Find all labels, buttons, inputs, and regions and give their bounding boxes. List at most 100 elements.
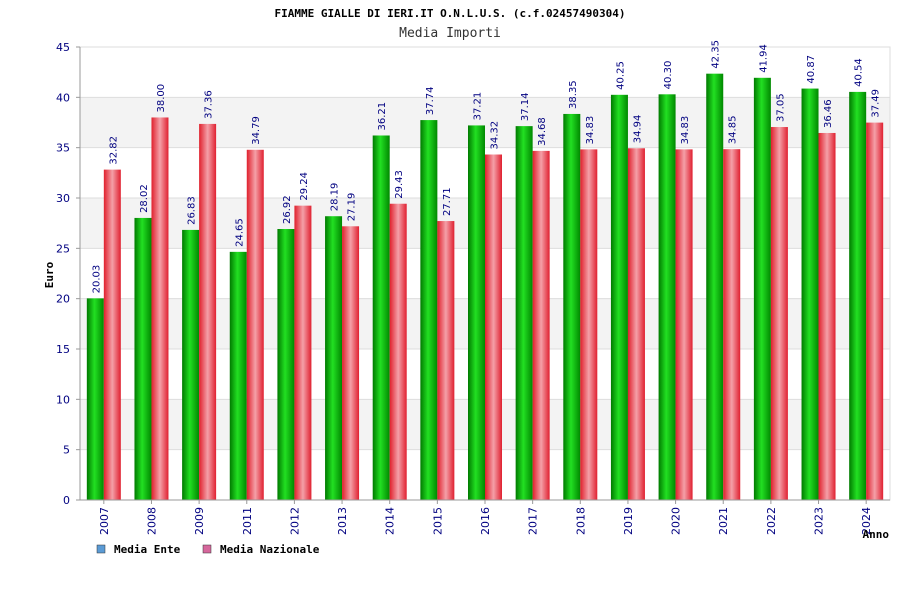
bar-media-nazionale-2007 [103, 169, 121, 500]
value-label-media-ente-2013: 28.19 [330, 183, 341, 212]
x-tick-label-2022: 2022 [765, 507, 778, 535]
bar-media-nazionale-2020 [675, 149, 693, 501]
value-label-media-nazionale-2023: 36.46 [823, 99, 834, 128]
value-label-media-ente-2008: 28.02 [139, 184, 150, 213]
value-label-media-ente-2017: 37.14 [520, 92, 531, 121]
bar-media-ente-2008 [134, 217, 152, 500]
bars [86, 73, 884, 501]
x-tick-label-2011: 2011 [241, 507, 254, 535]
bar-media-ente-2022 [753, 77, 771, 500]
y-tick-label: 5 [63, 444, 70, 457]
bar-media-nazionale-2011 [246, 149, 264, 500]
bar-media-ente-2018 [563, 113, 581, 501]
value-label-media-nazionale-2009: 37.36 [204, 90, 215, 119]
legend-swatch-media-ente [96, 544, 106, 554]
y-tick-label: 35 [56, 142, 70, 155]
x-tick-label-2014: 2014 [384, 507, 397, 535]
value-label-media-nazionale-2013: 27.19 [347, 193, 358, 222]
bar-media-nazionale-2023 [818, 132, 836, 500]
legend-label-media-nazionale: Media Nazionale [220, 543, 320, 556]
bar-media-ente-2017 [515, 126, 533, 501]
y-tick-label: 15 [56, 343, 70, 356]
value-label-media-ente-2016: 37.21 [473, 92, 484, 121]
x-tick-label-2019: 2019 [622, 507, 635, 535]
x-tick-label-2023: 2023 [813, 507, 826, 535]
y-tick-label: 20 [56, 293, 70, 306]
bar-media-ente-2007 [86, 298, 104, 500]
y-axis-label: Euro [43, 261, 56, 288]
x-tick-label-2016: 2016 [479, 507, 492, 535]
bar-media-nazionale-2022 [770, 127, 788, 500]
bar-media-ente-2014 [372, 135, 390, 500]
y-tick-label: 0 [63, 494, 70, 507]
value-label-media-ente-2020: 40.30 [663, 61, 674, 90]
bar-media-nazionale-2015 [437, 221, 455, 500]
value-label-media-ente-2021: 42.35 [711, 40, 722, 69]
value-label-media-nazionale-2020: 34.83 [680, 116, 691, 145]
bar-media-ente-2011 [229, 251, 247, 500]
y-tick-label: 45 [56, 41, 70, 54]
value-label-media-nazionale-2022: 37.05 [775, 93, 786, 122]
value-label-media-ente-2024: 40.54 [854, 58, 865, 87]
x-axis-label: Anno [863, 528, 890, 541]
value-label-media-ente-2014: 36.21 [377, 102, 388, 131]
bar-media-ente-2015 [420, 120, 438, 501]
bar-media-ente-2021 [706, 73, 724, 500]
value-label-media-nazionale-2011: 34.79 [251, 116, 262, 145]
chart-title: FIAMME GIALLE DI IERI.IT O.N.L.U.S. (c.f… [275, 7, 626, 20]
value-label-media-ente-2012: 26.92 [282, 195, 293, 224]
bar-media-ente-2024 [849, 91, 867, 500]
x-tick-label-2021: 2021 [717, 507, 730, 535]
chart-subtitle: Media Importi [399, 26, 501, 41]
bar-media-nazionale-2017 [532, 150, 550, 500]
value-label-media-ente-2023: 40.87 [806, 55, 817, 84]
x-tick-label-2015: 2015 [431, 507, 444, 535]
value-label-media-ente-2009: 26.83 [187, 196, 198, 225]
x-tick-label-2020: 2020 [670, 507, 683, 535]
x-tick-label-2018: 2018 [574, 507, 587, 535]
y-axis-ticks: 0 5 10 15 20 25 30 35 40 45 [56, 41, 80, 507]
bar-media-ente-2019 [610, 94, 628, 501]
value-label-media-nazionale-2021: 34.85 [728, 116, 739, 145]
value-label-media-nazionale-2024: 37.49 [871, 89, 882, 118]
bar-media-ente-2016 [468, 125, 485, 500]
value-label-media-ente-2018: 38.35 [568, 80, 579, 109]
value-label-media-nazionale-2016: 34.32 [490, 121, 501, 150]
value-label-media-nazionale-2012: 29.24 [299, 172, 310, 201]
bar-media-nazionale-2016 [485, 154, 502, 500]
x-tick-label-2007: 2007 [98, 507, 111, 535]
value-label-media-nazionale-2014: 29.43 [394, 170, 405, 199]
y-tick-label: 40 [56, 91, 70, 104]
x-tick-label-2017: 2017 [527, 507, 540, 535]
value-label-media-ente-2022: 41.94 [758, 44, 769, 73]
x-tick-label-2013: 2013 [336, 507, 349, 535]
bar-media-nazionale-2008 [151, 117, 169, 500]
bar-media-ente-2012 [277, 229, 295, 500]
y-tick-label: 25 [56, 242, 70, 255]
bar-media-ente-2009 [182, 229, 200, 501]
bar-media-nazionale-2018 [580, 149, 598, 501]
bar-media-nazionale-2013 [342, 226, 360, 500]
value-label-media-ente-2019: 40.25 [615, 61, 626, 90]
legend-label-media-ente: Media Ente [114, 543, 181, 556]
x-tick-label-2009: 2009 [193, 507, 206, 535]
x-tick-label-2008: 2008 [145, 507, 158, 535]
bar-media-nazionale-2024 [866, 122, 884, 500]
value-label-media-nazionale-2017: 34.68 [537, 117, 548, 146]
bar-media-nazionale-2019 [627, 148, 645, 500]
bar-media-ente-2020 [658, 94, 676, 501]
bar-media-ente-2013 [325, 216, 343, 500]
legend-swatch-media-nazionale [202, 544, 212, 554]
value-label-media-nazionale-2015: 27.71 [442, 187, 453, 216]
value-label-media-nazionale-2018: 34.83 [585, 116, 596, 145]
value-label-media-ente-2011: 24.65 [234, 218, 245, 247]
x-axis-ticks: 2007 2008 2009 2011 2012 2013 2014 2015 2016 2017… [98, 500, 873, 535]
x-tick-label-2024: 2024 [860, 507, 873, 535]
y-tick-label: 10 [56, 393, 70, 406]
bar-media-ente-2023 [801, 88, 819, 501]
bar-media-nazionale-2012 [294, 205, 312, 500]
legend: Media Ente Media Nazionale [96, 543, 320, 556]
x-tick-label-2012: 2012 [288, 507, 301, 535]
value-label-media-nazionale-2019: 34.94 [632, 115, 643, 144]
